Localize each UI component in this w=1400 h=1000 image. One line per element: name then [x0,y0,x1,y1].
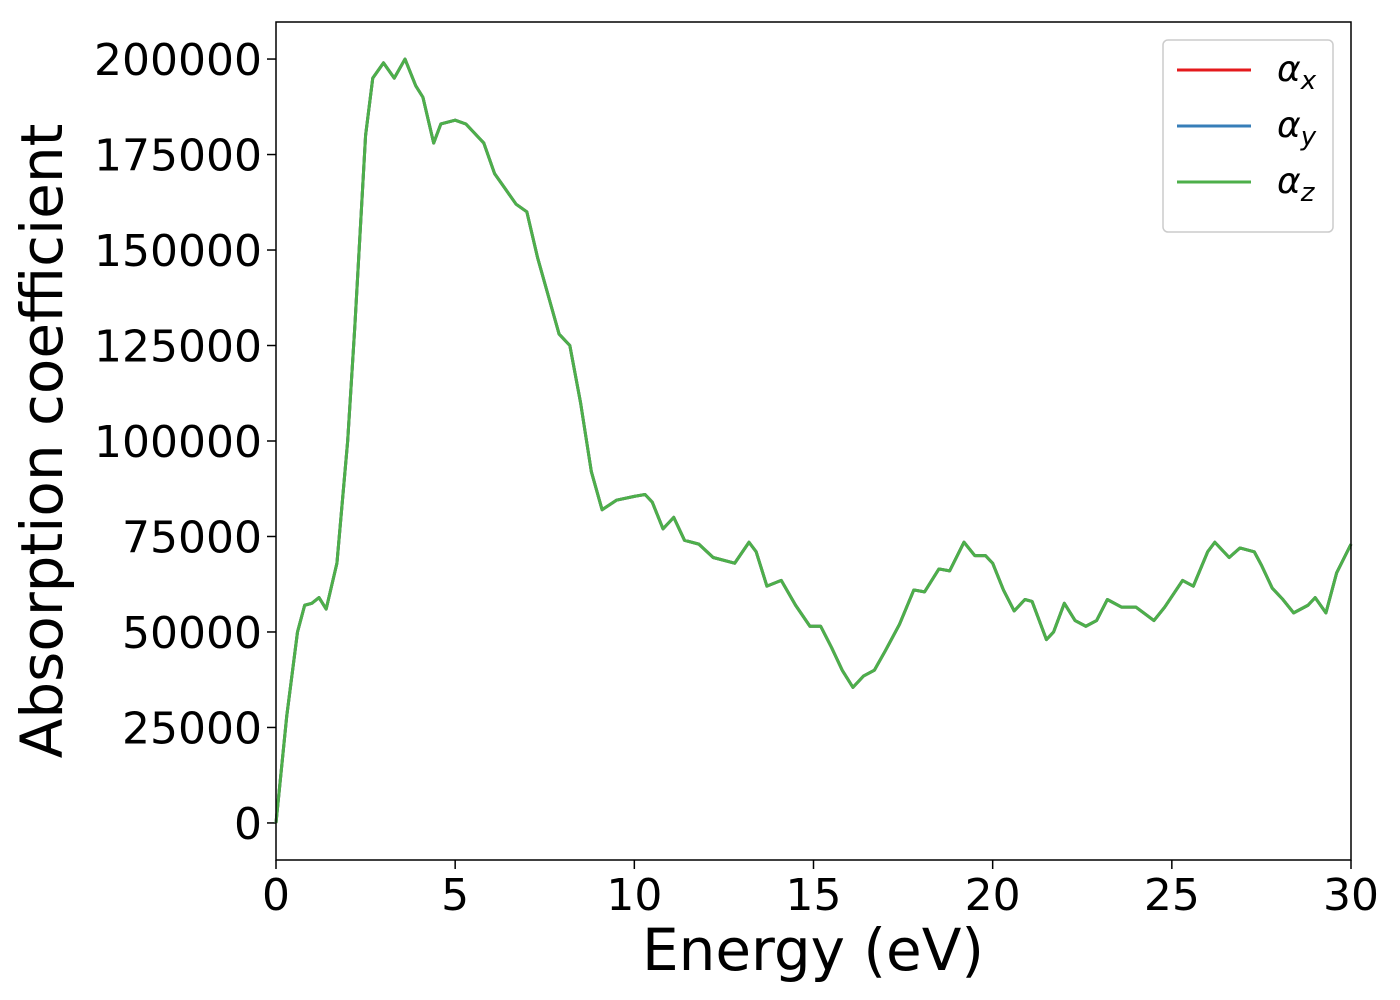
legend-label: αz [1277,161,1316,208]
x-tick-label: 25 [1144,870,1200,921]
y-tick-label: 175000 [94,131,262,182]
y-tick-label: 50000 [122,608,262,659]
y-tick-label: 200000 [94,35,262,86]
y-tick-label: 75000 [122,512,262,563]
x-tick-label: 15 [786,870,842,921]
legend-label: αx [1277,49,1317,96]
x-axis-label: Energy (eV) [642,916,984,984]
y-tick-label: 125000 [94,322,262,373]
data-line [274,57,1353,824]
y-tick-label: 150000 [94,226,262,277]
y-tick-label: 25000 [122,703,262,754]
y-tick-label: 100000 [94,417,262,468]
y-axis-label: Absorption coefficient [8,124,76,759]
legend-box [1162,39,1334,233]
y-tick-label: 0 [234,799,262,850]
plot-frame [275,21,1352,861]
legend-label: αy [1277,105,1317,152]
x-tick-label: 10 [606,870,662,921]
x-tick-label: 5 [441,870,469,921]
x-tick-label: 30 [1323,870,1379,921]
x-tick-label: 20 [965,870,1021,921]
x-tick-label: 0 [262,870,290,921]
